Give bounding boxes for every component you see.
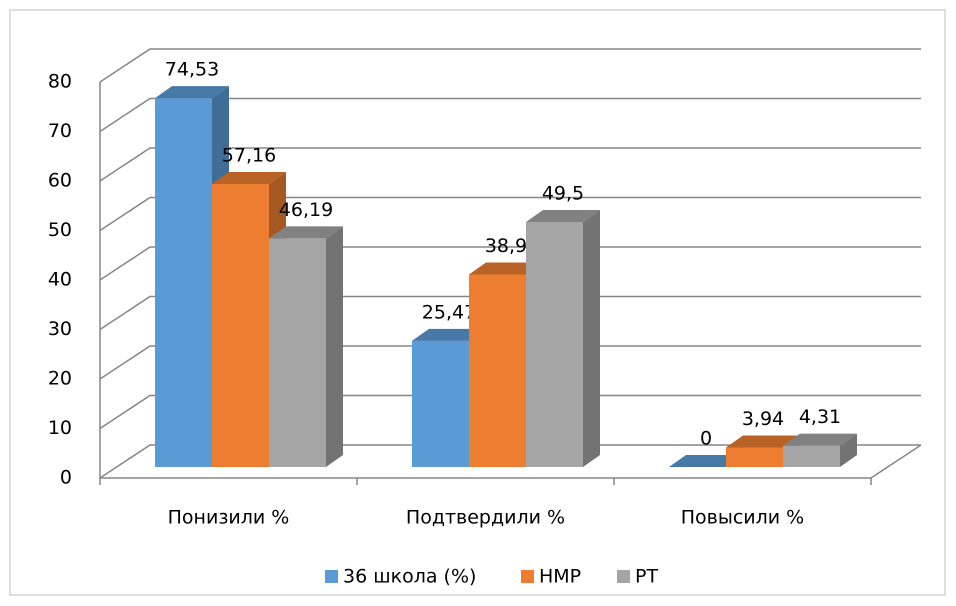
bar-top (526, 209, 600, 222)
bar-top (212, 172, 286, 185)
y-tick-label: 0 (60, 467, 72, 489)
y-tick-label: 10 (48, 417, 72, 439)
legend-label: НМР (539, 566, 581, 588)
legend-label: 36 школа (%) (343, 566, 476, 588)
bar-top (469, 262, 543, 275)
y-tick-label: 60 (48, 170, 72, 192)
y-tick-label: 70 (48, 120, 72, 142)
value-label: 0 (700, 428, 712, 450)
bar-front (783, 445, 840, 467)
grid-line (99, 147, 921, 182)
bar-front (726, 447, 783, 467)
bar-top (269, 226, 343, 239)
x-tick-label: Подтвердили % (406, 507, 565, 529)
bar (526, 209, 600, 467)
bar (783, 433, 857, 467)
legend-swatch (521, 570, 534, 583)
bar-side (326, 226, 343, 467)
bar-top (783, 433, 857, 446)
bar-side (583, 209, 600, 467)
bar-top (726, 435, 800, 448)
grid-line (99, 48, 921, 83)
bar-top (412, 328, 486, 341)
bar-front (269, 238, 326, 467)
bar-side (840, 433, 857, 467)
y-tick-label: 50 (48, 219, 72, 241)
y-tick-label: 40 (48, 269, 72, 291)
legend-swatch (325, 570, 338, 583)
grid-line (99, 444, 921, 479)
bar-top (669, 455, 743, 467)
y-tick-label: 30 (48, 318, 72, 340)
grid-line (99, 394, 921, 430)
value-label: 74,53 (165, 59, 219, 81)
bar-front (212, 184, 269, 468)
grid-line (99, 295, 921, 331)
grid-line (99, 345, 921, 380)
x-tick-label: Понизили % (168, 507, 290, 529)
value-label: 46,19 (279, 199, 333, 221)
x-tick-label: Повысили % (681, 507, 805, 529)
bar-front (412, 340, 469, 467)
value-label: 49,5 (542, 182, 584, 204)
value-label: 3,94 (742, 408, 784, 430)
bar-front (526, 221, 583, 467)
value-label: 57,16 (222, 145, 276, 167)
grid-line (99, 196, 921, 232)
bar-front (155, 98, 212, 467)
legend-label: РТ (635, 566, 658, 588)
bar-front (469, 274, 526, 467)
legend-swatch (617, 570, 630, 583)
y-tick-label: 20 (48, 368, 72, 390)
value-label: 38,9 (485, 235, 527, 257)
grid-line (99, 97, 921, 133)
bar (269, 226, 343, 467)
value-label: 4,31 (799, 406, 841, 428)
value-label: 25,47 (422, 301, 476, 323)
bar (669, 455, 743, 467)
bar-top (155, 86, 229, 99)
y-tick-label: 80 (48, 71, 72, 93)
grid-line (99, 246, 921, 281)
